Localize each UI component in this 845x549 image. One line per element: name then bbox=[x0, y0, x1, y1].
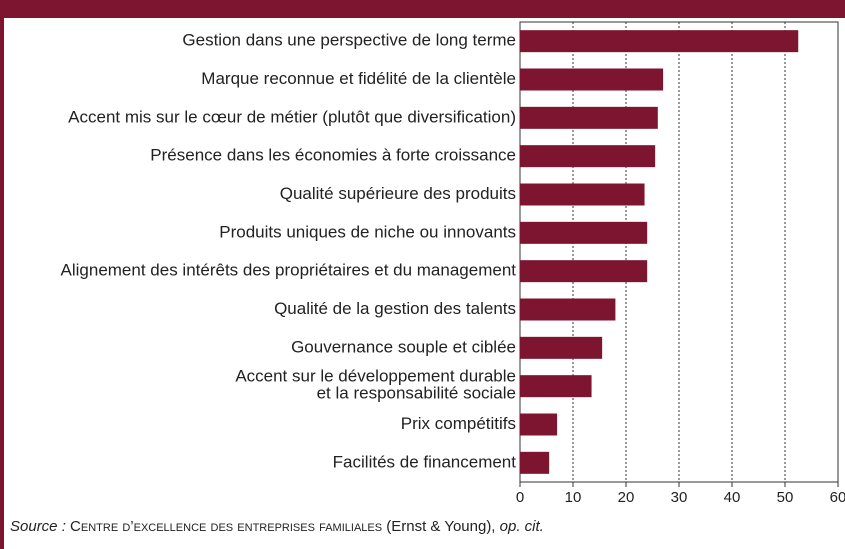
x-tick-label: 40 bbox=[724, 489, 741, 506]
y-tick-label: Qualité supérieure des produits bbox=[280, 184, 516, 203]
x-tick-label: 20 bbox=[618, 489, 635, 506]
y-tick-label: Accent mis sur le cœur de métier (plutôt… bbox=[68, 107, 516, 126]
source-note: Source : Centre d’excellence des entrepr… bbox=[10, 518, 544, 535]
source-label: Source : bbox=[10, 518, 66, 535]
y-tick-label: Accent sur le développement durable et la… bbox=[235, 367, 516, 403]
bar bbox=[520, 183, 645, 206]
label-line: et la responsabilité sociale bbox=[317, 384, 516, 403]
y-tick-label: Prix compétitifs bbox=[401, 414, 516, 433]
y-tick-label: Qualité de la gestion des talents bbox=[274, 299, 516, 318]
header-band bbox=[0, 0, 845, 18]
y-tick-label: Gouvernance souple et ciblée bbox=[291, 337, 516, 356]
y-tick-label: Produits uniques de niche ou innovants bbox=[219, 222, 516, 241]
source-body: Centre d’excellence des entreprises fami… bbox=[70, 518, 382, 535]
y-tick-label: Facilités de financement bbox=[333, 452, 517, 471]
plot-frame bbox=[519, 21, 839, 483]
bar bbox=[520, 30, 799, 53]
bar bbox=[520, 221, 648, 244]
bar bbox=[520, 375, 592, 398]
x-tick-label: 50 bbox=[777, 489, 794, 506]
label-line: Accent sur le développement durable bbox=[235, 367, 516, 386]
x-tick-label: 0 bbox=[516, 489, 524, 506]
source-end: op. cit. bbox=[500, 518, 544, 535]
x-tick-label: 30 bbox=[671, 489, 688, 506]
bar bbox=[520, 145, 656, 168]
y-tick-label: Marque reconnue et fidélité de la client… bbox=[201, 69, 516, 88]
bar bbox=[520, 336, 603, 359]
bar bbox=[520, 413, 558, 436]
source-rest: (Ernst & Young), bbox=[382, 518, 500, 535]
y-tick-label: Alignement des intérêts des propriétaire… bbox=[61, 261, 517, 280]
frame-edge bbox=[0, 0, 4, 549]
bar bbox=[520, 298, 616, 321]
y-tick-label: Présence dans les économies à forte croi… bbox=[150, 146, 516, 165]
bar bbox=[520, 68, 664, 91]
bar bbox=[520, 260, 648, 283]
bar bbox=[520, 106, 658, 129]
x-tick-label: 60 bbox=[830, 489, 845, 506]
bar bbox=[520, 451, 550, 474]
x-tick-label: 10 bbox=[565, 489, 582, 506]
y-tick-label: Gestion dans une perspective de long ter… bbox=[182, 31, 516, 50]
